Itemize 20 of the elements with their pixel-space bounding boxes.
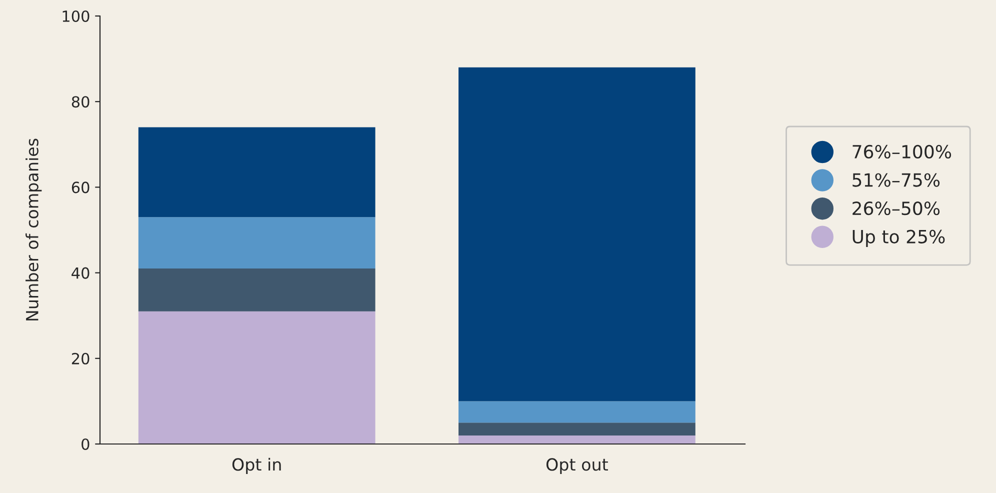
bar <box>458 435 696 444</box>
y-tick-label: 0 <box>82 438 90 450</box>
y-axis-title: Number of companies <box>26 138 42 320</box>
legend-label: 26%–50% <box>852 201 940 216</box>
legend-label: Up to 25% <box>852 230 945 247</box>
bar <box>138 217 376 269</box>
bar <box>458 401 696 423</box>
bar <box>138 311 376 444</box>
legend-label: 76%–100% <box>852 144 952 159</box>
y-tick-label: 100 <box>62 10 90 22</box>
y-tick-label: 80 <box>72 96 90 108</box>
bar <box>138 127 376 218</box>
legend-label: 51%–75% <box>852 173 940 187</box>
bar <box>138 268 376 312</box>
x-tick-label: Opt in <box>232 458 281 474</box>
y-tick-label: 60 <box>72 182 90 194</box>
y-tick-label: 40 <box>72 267 90 279</box>
bar <box>458 422 696 436</box>
y-tick-label: 20 <box>72 352 90 364</box>
x-tick-label: Opt out <box>546 458 608 474</box>
